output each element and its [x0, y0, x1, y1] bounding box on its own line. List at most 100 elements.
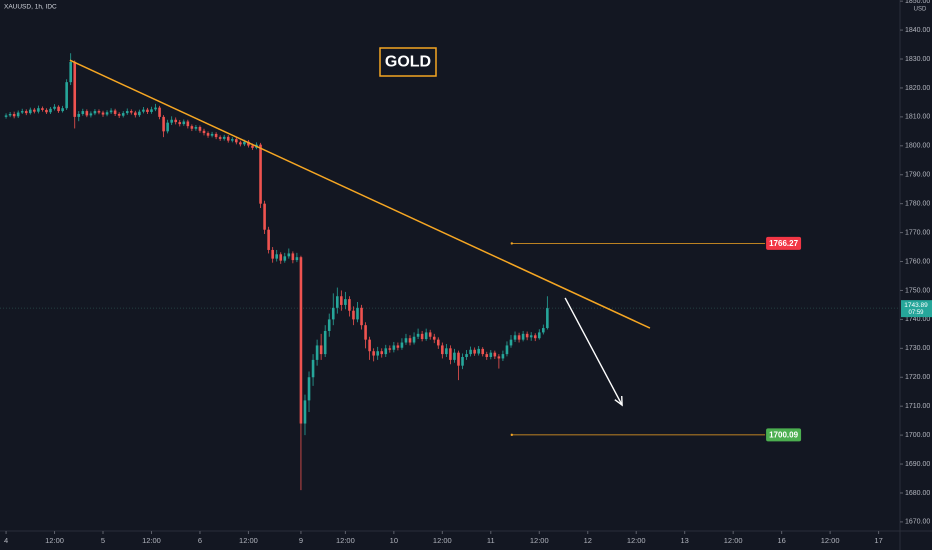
- candle-body: [37, 108, 40, 112]
- candle-body: [453, 352, 456, 360]
- candle-body: [65, 82, 68, 109]
- candle-body: [158, 107, 161, 117]
- y-tick-label: 1850.00: [905, 0, 930, 5]
- candle-body: [315, 345, 319, 360]
- candle-body: [400, 342, 404, 348]
- candle-body: [533, 335, 537, 339]
- candle-body: [198, 127, 202, 131]
- candle-body: [121, 113, 125, 116]
- candle-body: [509, 339, 513, 346]
- candle-body: [525, 333, 529, 338]
- x-tick-label: 9: [299, 536, 303, 545]
- candle-body: [513, 335, 517, 340]
- candle-body: [396, 345, 400, 348]
- candle-body: [190, 126, 194, 129]
- candle-body: [291, 253, 295, 261]
- y-tick-label: 1810.00: [905, 114, 930, 121]
- candle-body: [501, 354, 505, 359]
- candle-body: [24, 111, 28, 114]
- candle-body: [267, 229, 270, 250]
- candle-body: [49, 108, 52, 113]
- candle-body: [384, 348, 388, 355]
- candle-body: [113, 110, 117, 114]
- y-tick-label: 1730.00: [905, 345, 930, 352]
- candle-body: [125, 111, 129, 114]
- candle-body: [546, 308, 549, 329]
- currency: USD: [914, 7, 927, 13]
- candle-body: [521, 333, 525, 340]
- candle-body: [77, 113, 81, 117]
- x-tick-label: 5: [101, 536, 105, 545]
- current-price-box: [901, 300, 932, 318]
- candle-body: [194, 127, 198, 129]
- candle-body: [202, 130, 206, 134]
- candle-body: [239, 142, 242, 145]
- x-tick-label: 11: [487, 536, 495, 545]
- candle-body: [235, 139, 238, 143]
- candle-body: [368, 339, 371, 352]
- candle-body: [243, 141, 246, 145]
- candle-body: [226, 136, 230, 141]
- candle-body: [186, 121, 190, 127]
- y-tick-label: 1690.00: [905, 461, 930, 468]
- level-label-box: [766, 428, 802, 442]
- symbol: XAUUSD, 1h, IDC: [4, 4, 57, 11]
- candle-body: [481, 348, 485, 355]
- candle-body: [89, 113, 93, 116]
- candle-body: [69, 61, 72, 83]
- y-tick-label: 1670.00: [905, 519, 930, 526]
- candle-body: [319, 345, 323, 355]
- candle-body: [424, 332, 428, 340]
- x-tick-label: 12: [584, 536, 592, 545]
- y-tick-label: 1790.00: [905, 172, 930, 179]
- candle-body: [485, 354, 489, 357]
- candle-body: [73, 61, 77, 117]
- candle-body: [473, 349, 476, 354]
- x-tick-label: 16: [777, 536, 785, 545]
- candle-body: [222, 136, 226, 139]
- chart-title: GOLD: [385, 54, 431, 71]
- candle-body: [16, 112, 20, 117]
- candle-body: [376, 351, 379, 356]
- x-tick-label: 12:00: [433, 536, 452, 545]
- candle-body: [311, 359, 315, 378]
- x-tick-label: 13: [681, 536, 689, 545]
- candle-body: [497, 356, 501, 359]
- candle-body: [529, 335, 533, 338]
- level-label-box: [766, 236, 802, 250]
- candle-body: [4, 115, 8, 117]
- candle-body: [517, 335, 521, 340]
- candle-body: [537, 332, 541, 339]
- candle-body: [57, 106, 60, 112]
- candle-body: [489, 352, 493, 357]
- x-tick-label: 4: [4, 536, 8, 545]
- candle-body: [105, 112, 109, 115]
- candle-body: [45, 109, 48, 113]
- candle-body: [12, 113, 16, 117]
- candle-body: [432, 336, 436, 340]
- candle-body: [174, 119, 178, 123]
- candle-body: [477, 348, 480, 354]
- candle-body: [428, 332, 432, 337]
- candle-body: [449, 348, 452, 360]
- candle-body: [138, 111, 141, 116]
- arrow-head: [614, 396, 623, 407]
- level-anchor: [510, 433, 514, 437]
- candle-body: [436, 339, 440, 346]
- candle-body: [210, 133, 214, 136]
- candle-body: [259, 144, 262, 204]
- x-tick-label: 12:00: [142, 536, 161, 545]
- y-tick-label: 1820.00: [905, 85, 930, 92]
- candle-body: [356, 307, 359, 320]
- candle-body: [352, 310, 355, 320]
- level-label: 1766.27: [769, 239, 798, 248]
- candle-body: [146, 109, 149, 112]
- x-tick-label: 12:00: [336, 536, 355, 545]
- candle-body: [263, 203, 266, 230]
- candle-body: [412, 336, 416, 343]
- candle-body: [129, 111, 133, 113]
- candle-body: [218, 137, 222, 139]
- candle-body: [360, 307, 363, 326]
- candle-body: [344, 299, 347, 305]
